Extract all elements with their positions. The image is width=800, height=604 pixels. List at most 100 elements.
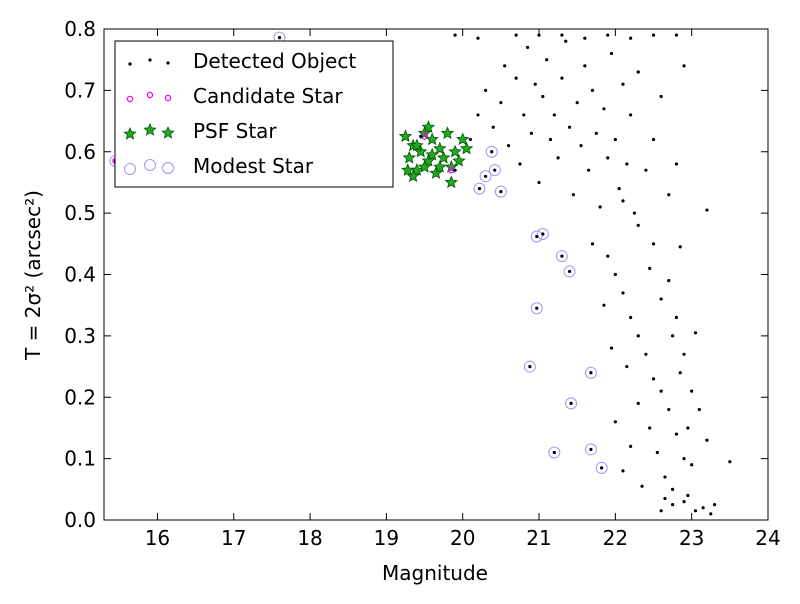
x-tick-label: 22 xyxy=(603,526,628,550)
detected-object-point xyxy=(583,64,587,68)
legend-symbol-candidate-star xyxy=(146,91,154,99)
detected-object-point xyxy=(659,297,663,301)
modest-star-point xyxy=(584,366,597,379)
modest-star-point xyxy=(494,185,507,198)
detected-object-point xyxy=(602,303,606,307)
legend-label-detected-object: Detected Object xyxy=(193,49,356,73)
detected-object-point xyxy=(541,232,545,236)
legend-symbol-modest-star xyxy=(144,159,156,171)
detected-object-point xyxy=(629,113,633,117)
detected-object-point xyxy=(535,306,539,310)
psf-star-point xyxy=(444,175,458,189)
legend-symbol-detected-object xyxy=(148,58,152,62)
detected-object-point xyxy=(621,469,625,473)
x-tick-label: 16 xyxy=(145,526,170,550)
detected-object-point xyxy=(659,94,663,99)
detected-object-point xyxy=(674,33,679,37)
psf-star-point xyxy=(398,129,413,143)
axis-ticks: 16 17 18 19 20 21 22 23 24 0.0 0.1 0.2 0.3 0.4 0.5 0.6 0… xyxy=(64,17,781,550)
detected-object-point xyxy=(629,444,633,448)
psf-star-point xyxy=(433,141,447,155)
detected-object-point xyxy=(609,51,614,56)
legend-symbol-modest-star xyxy=(124,163,136,175)
detected-object-point xyxy=(528,364,532,369)
psf-star-point xyxy=(459,141,474,155)
detected-object-point xyxy=(545,58,549,62)
legend-box xyxy=(114,40,394,188)
detected-object-point xyxy=(484,174,488,178)
detected-object-point xyxy=(552,113,556,117)
y-tick-label: 0.3 xyxy=(64,324,96,348)
detected-object-point xyxy=(548,137,553,142)
detected-object-point xyxy=(709,512,713,516)
modest-star-point xyxy=(548,446,561,459)
psf-star-point xyxy=(417,160,432,173)
detected-object-point xyxy=(609,346,614,350)
detected-object-point xyxy=(506,144,511,148)
detected-object-point xyxy=(636,70,640,74)
detected-object-point xyxy=(587,168,591,172)
detected-object-point xyxy=(674,432,679,436)
detected-object-point xyxy=(579,144,583,148)
modest-star-point xyxy=(473,182,486,195)
detected-object-point xyxy=(613,272,617,277)
detected-object-point xyxy=(499,190,503,194)
detected-object-point xyxy=(682,499,686,504)
detected-object-point xyxy=(529,131,534,135)
detected-object-point xyxy=(648,426,652,430)
detected-object-point xyxy=(701,506,705,510)
detected-object-point xyxy=(636,223,640,227)
detected-object-point xyxy=(686,426,690,430)
y-tick-label: 0.1 xyxy=(64,447,96,471)
detected-object-point xyxy=(659,389,663,393)
detected-object-point xyxy=(670,334,675,338)
detected-object-point xyxy=(499,101,503,105)
y-axis-label: T = 2σ² (arcsec²) xyxy=(21,190,45,361)
detected-object-point xyxy=(476,36,480,40)
detected-object-point xyxy=(514,33,518,37)
detected-object-point xyxy=(667,279,671,283)
detected-object-point xyxy=(651,137,656,142)
detected-object-point xyxy=(606,156,610,160)
detected-object-point xyxy=(659,509,663,513)
detected-object-point xyxy=(575,101,579,105)
psf-star-point xyxy=(448,144,462,158)
detected-object-point xyxy=(533,82,537,86)
x-tick-label: 24 xyxy=(755,526,780,550)
detected-object-point xyxy=(636,334,640,338)
detected-object-point xyxy=(567,125,572,129)
legend-symbol-candidate-star xyxy=(126,95,134,103)
detected-object-point xyxy=(667,407,671,412)
detected-object-point xyxy=(693,331,698,335)
x-tick-label: 21 xyxy=(526,526,551,550)
x-tick-label: 19 xyxy=(374,526,399,550)
detected-object-point xyxy=(564,39,568,43)
legend-symbols xyxy=(123,58,175,175)
detected-object-point xyxy=(560,33,564,37)
legend-symbol-psf-star xyxy=(161,125,175,139)
legend-label-modest-star: Modest Star xyxy=(193,154,314,178)
psf-star-point xyxy=(429,166,443,179)
psf-star-point xyxy=(452,153,466,167)
plot-area xyxy=(109,31,732,516)
detected-object-point xyxy=(663,475,667,479)
detected-object-point xyxy=(648,266,652,270)
modest-star-point xyxy=(479,170,492,183)
detected-object-point xyxy=(589,371,593,375)
detected-object-point xyxy=(493,168,497,172)
detected-object-point xyxy=(682,457,686,461)
detected-object-point xyxy=(453,33,457,37)
modest-star-point xyxy=(584,443,597,456)
detected-object-point xyxy=(419,134,423,139)
legend-symbol-psf-star xyxy=(123,126,137,140)
x-tick-label: 20 xyxy=(450,526,475,550)
x-tick-label: 17 xyxy=(221,526,246,550)
detected-object-point xyxy=(518,162,522,166)
modest-star-point xyxy=(565,397,578,410)
detected-object-point xyxy=(640,484,644,488)
legend-symbol-candidate-star xyxy=(164,94,172,102)
detected-object-point xyxy=(514,76,518,80)
detected-object-point xyxy=(453,168,457,172)
y-tick-label: 0.5 xyxy=(64,201,96,225)
psf-star-point xyxy=(401,163,415,176)
